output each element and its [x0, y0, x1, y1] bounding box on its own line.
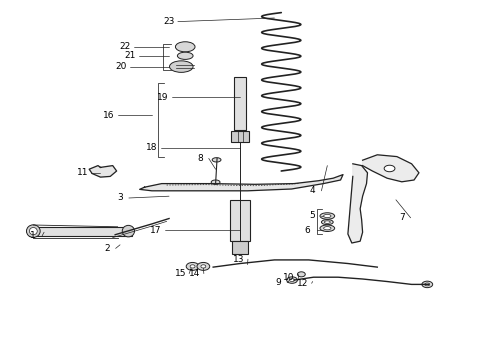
Text: 13: 13 — [233, 255, 245, 264]
Ellipse shape — [297, 272, 305, 277]
Text: 7: 7 — [399, 213, 405, 222]
Text: 23: 23 — [163, 17, 175, 26]
Text: 3: 3 — [117, 194, 123, 202]
Text: 10: 10 — [283, 274, 295, 282]
Polygon shape — [140, 175, 343, 191]
Ellipse shape — [320, 225, 335, 231]
Bar — [231, 131, 249, 142]
Ellipse shape — [422, 281, 433, 288]
Bar — [230, 200, 250, 241]
Ellipse shape — [29, 228, 37, 235]
Text: 1: 1 — [30, 231, 36, 240]
Text: 6: 6 — [305, 226, 311, 235]
Text: 18: 18 — [146, 143, 158, 152]
Polygon shape — [363, 155, 419, 182]
Polygon shape — [348, 164, 368, 243]
Text: 11: 11 — [76, 168, 88, 177]
Text: 17: 17 — [150, 226, 162, 235]
Ellipse shape — [122, 225, 134, 237]
Ellipse shape — [177, 52, 193, 59]
Ellipse shape — [212, 158, 221, 162]
Text: 9: 9 — [275, 278, 281, 287]
Ellipse shape — [323, 214, 331, 217]
Text: 2: 2 — [104, 244, 110, 253]
Bar — [29, 227, 132, 236]
Ellipse shape — [197, 262, 210, 270]
Text: 15: 15 — [174, 269, 186, 278]
Ellipse shape — [170, 61, 193, 72]
Text: 21: 21 — [124, 51, 136, 60]
Bar — [234, 77, 246, 130]
Polygon shape — [89, 166, 117, 177]
Ellipse shape — [321, 220, 333, 225]
Ellipse shape — [287, 277, 297, 283]
Ellipse shape — [211, 180, 220, 184]
Text: 4: 4 — [310, 186, 316, 195]
Ellipse shape — [186, 262, 199, 270]
Text: 22: 22 — [120, 42, 130, 51]
Ellipse shape — [323, 227, 331, 230]
Text: 5: 5 — [310, 211, 316, 220]
Ellipse shape — [26, 225, 40, 238]
Text: 20: 20 — [116, 62, 127, 71]
Ellipse shape — [425, 283, 430, 286]
Text: 19: 19 — [157, 93, 169, 102]
Ellipse shape — [190, 265, 195, 268]
Ellipse shape — [175, 42, 195, 52]
Text: 16: 16 — [103, 111, 115, 120]
Ellipse shape — [201, 265, 206, 268]
Text: 14: 14 — [189, 269, 201, 278]
Bar — [232, 241, 248, 254]
Text: 8: 8 — [197, 154, 203, 163]
Ellipse shape — [320, 213, 335, 219]
Ellipse shape — [324, 221, 330, 223]
Text: 12: 12 — [297, 279, 309, 288]
Ellipse shape — [384, 165, 395, 172]
Ellipse shape — [290, 279, 294, 282]
